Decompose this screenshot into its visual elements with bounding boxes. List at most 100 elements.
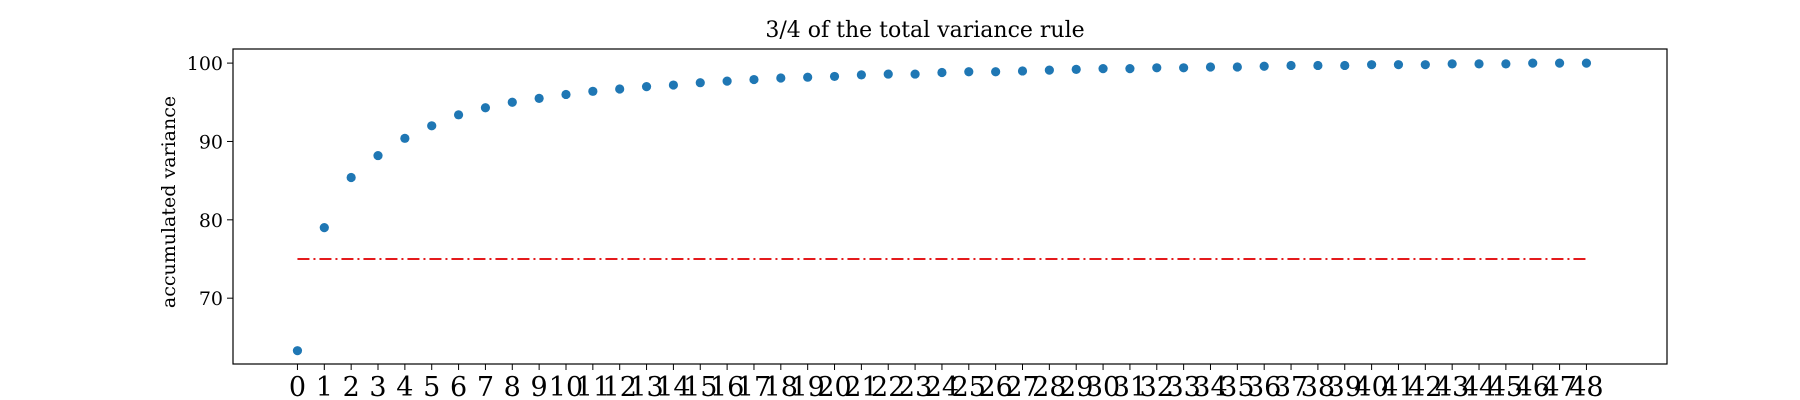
data-point	[561, 89, 571, 100]
x-tick-label: 25	[952, 372, 986, 400]
data-point	[1232, 62, 1242, 72]
data-point	[1554, 58, 1565, 68]
x-tick-label: 22	[871, 372, 905, 400]
data-point	[1179, 63, 1189, 73]
x-tick-label: 33	[1166, 372, 1200, 400]
chart-title: 3/4 of the total variance rule	[765, 18, 1084, 43]
x-tick-label: 1	[316, 372, 333, 400]
data-point	[1420, 60, 1430, 70]
data-point	[1340, 60, 1350, 71]
x-tick-label: 15	[683, 372, 717, 400]
x-tick-label: 4	[396, 372, 413, 400]
x-tick-label: 47	[1542, 372, 1576, 400]
y-tick-label: 70	[199, 288, 223, 310]
x-tick-label: 9	[531, 372, 548, 400]
x-tick-label: 43	[1435, 372, 1469, 400]
x-axis-ticks: 0 1 2 3 4 5 6 7 8 9 101112131415161718192021222324…	[289, 364, 1604, 400]
data-point	[1474, 59, 1484, 69]
x-tick-label: 5	[423, 372, 440, 400]
data-point	[910, 69, 920, 79]
x-tick-label: 2	[343, 372, 360, 400]
data-point	[776, 73, 786, 83]
x-tick-label: 38	[1301, 372, 1335, 400]
data-point	[1313, 60, 1323, 71]
data-point	[1205, 62, 1216, 72]
data-point	[1098, 63, 1108, 74]
x-tick-label: 8	[504, 372, 521, 400]
x-tick-label: 36	[1247, 372, 1281, 400]
x-tick-label: 28	[1032, 372, 1066, 400]
data-point	[588, 86, 598, 96]
data-point	[427, 121, 437, 131]
x-tick-label: 45	[1489, 372, 1523, 400]
data-point	[534, 93, 544, 103]
x-tick-label: 29	[1059, 372, 1093, 400]
x-tick-label: 13	[629, 372, 663, 400]
y-axis-ticks: 70 80 90 100	[187, 53, 233, 310]
y-tick-label: 90	[199, 131, 223, 153]
data-point	[641, 82, 652, 92]
x-tick-label: 21	[844, 372, 878, 400]
data-point	[507, 97, 517, 107]
data-point	[695, 78, 705, 88]
x-tick-label: 10	[549, 372, 583, 400]
data-point	[1152, 63, 1162, 73]
x-tick-label: 19	[790, 372, 824, 400]
x-tick-label: 26	[978, 372, 1012, 400]
data-point	[829, 71, 840, 82]
x-tick-label: 32	[1140, 372, 1174, 400]
y-axis-label: accumulated variance	[158, 96, 180, 308]
x-tick-label: 31	[1113, 372, 1147, 400]
y-tick-label: 100	[187, 53, 223, 75]
x-tick-label: 24	[925, 372, 959, 400]
x-tick-label: 18	[764, 372, 798, 400]
data-point	[373, 150, 383, 161]
x-tick-label: 11	[576, 372, 610, 400]
data-point	[453, 110, 464, 120]
data-point	[1017, 66, 1028, 76]
x-tick-label: 23	[898, 372, 932, 400]
data-point	[1044, 65, 1054, 75]
data-points	[292, 58, 1592, 356]
x-tick-label: 46	[1516, 372, 1550, 400]
data-point	[856, 70, 866, 80]
data-point	[964, 67, 974, 77]
data-point	[1367, 60, 1377, 70]
data-point	[1071, 64, 1081, 74]
plot-frame	[232, 48, 1668, 365]
x-tick-label: 48	[1569, 372, 1603, 400]
x-tick-label: 16	[710, 372, 744, 400]
data-point	[1259, 61, 1269, 71]
x-tick-label: 27	[1005, 372, 1039, 400]
y-tick-label: 80	[199, 210, 223, 232]
data-point	[292, 346, 303, 356]
x-tick-label: 39	[1328, 372, 1362, 400]
data-point	[1286, 60, 1296, 71]
data-point	[400, 133, 410, 143]
data-point	[1447, 59, 1457, 69]
x-tick-label: 41	[1381, 372, 1415, 400]
x-tick-label: 37	[1274, 372, 1308, 400]
x-tick-label: 35	[1220, 372, 1254, 400]
data-point	[1501, 59, 1511, 69]
data-point	[480, 103, 491, 113]
data-point	[1581, 58, 1592, 68]
data-point	[1528, 58, 1538, 68]
x-tick-label: 0	[289, 372, 306, 400]
x-tick-label: 17	[737, 372, 771, 400]
data-point	[668, 80, 679, 90]
data-point	[991, 67, 1001, 77]
data-point	[1125, 63, 1135, 74]
x-tick-label: 14	[656, 372, 690, 400]
x-tick-label: 20	[817, 372, 851, 400]
x-tick-label: 7	[477, 372, 494, 400]
data-point	[319, 223, 329, 233]
data-point	[615, 84, 625, 94]
data-point	[937, 67, 947, 78]
x-tick-label: 40	[1354, 372, 1388, 400]
data-point	[346, 172, 356, 183]
x-tick-label: 34	[1193, 372, 1227, 400]
data-point	[1393, 60, 1404, 70]
x-tick-label: 3	[369, 372, 386, 400]
